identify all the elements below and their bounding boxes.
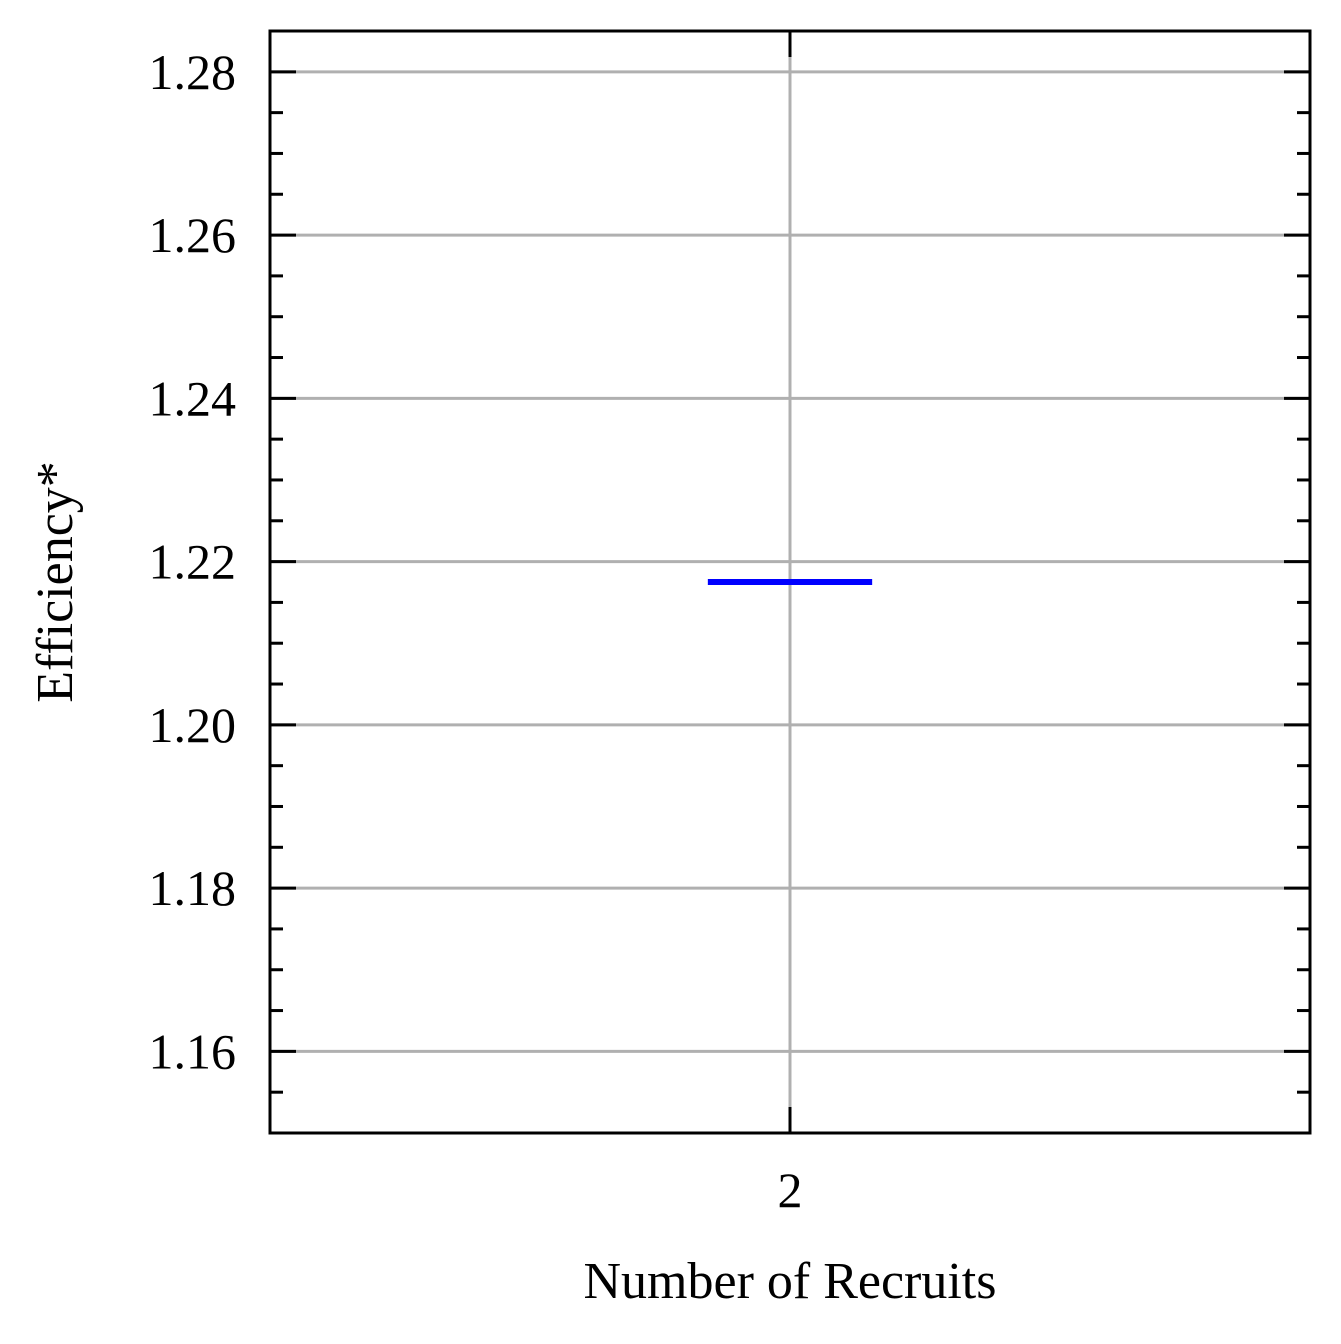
y-tick-label: 1.20 <box>149 697 237 753</box>
x-tick-label: 2 <box>778 1162 803 1218</box>
y-tick-labels: 1.16 1.18 1.20 1.22 1.24 1.26 1.28 <box>149 44 237 1080</box>
x-axis-label: Number of Recruits <box>583 1253 996 1310</box>
y-tick-label: 1.18 <box>149 860 237 916</box>
plot-frame <box>268 29 1312 1135</box>
y-tick-label: 1.26 <box>149 207 237 263</box>
y-tick-label: 1.28 <box>149 44 237 100</box>
grid-lines <box>270 31 1310 1133</box>
y-axis-label: Efficiency* <box>27 461 84 703</box>
y-tick-label: 1.22 <box>149 534 237 590</box>
y-tick-label: 1.16 <box>149 1023 237 1079</box>
y-tick-label: 1.24 <box>149 370 237 426</box>
x-tick-labels: 2 <box>778 1162 803 1218</box>
